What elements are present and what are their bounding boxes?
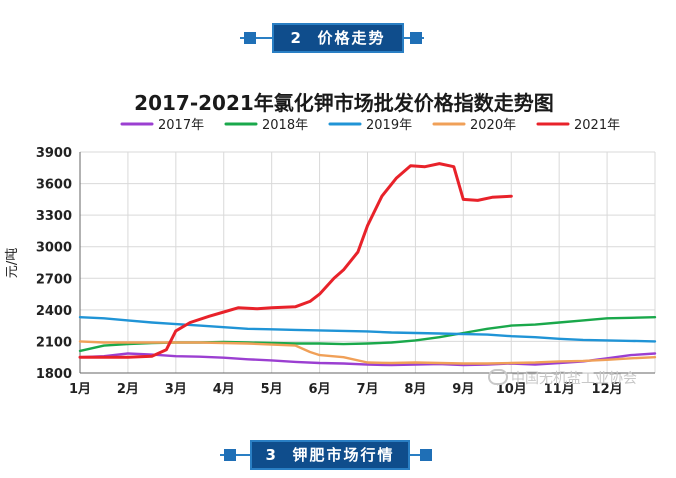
price-index-chart: 2017-2021年氯化钾市场批发价格指数走势图 2017年 2018年 2019年…	[0, 80, 676, 410]
banner-number: 3	[265, 446, 278, 464]
x-tick-label: 1月	[69, 382, 91, 397]
legend-label: 2017年	[158, 118, 204, 133]
watermark: 中国无机盐工业协会	[488, 368, 637, 388]
x-tick-label: 7月	[356, 382, 378, 397]
banner-number: 2	[290, 29, 303, 47]
section-banner-price-trend: 2 价格走势	[0, 23, 676, 53]
chart-legend: 2017年 2018年 2019年 2020年 2021年	[120, 118, 620, 133]
banner-box: 2 价格走势	[272, 23, 404, 53]
legend-label: 2018年	[262, 118, 308, 133]
series-line-2021年	[78, 162, 513, 359]
chart-title: 2017-2021年氯化钾市场批发价格指数走势图	[134, 91, 554, 115]
watermark-text: 中国无机盐工业协会	[511, 371, 637, 387]
series-line-2019年	[78, 315, 657, 343]
banner-label: 钾肥市场行情	[292, 446, 395, 464]
x-tick-label: 4月	[213, 382, 235, 397]
x-tick-label: 5月	[261, 382, 283, 397]
x-tick-label: 6月	[309, 382, 331, 397]
y-tick-label: 2100	[36, 335, 72, 350]
series-line-2017年	[78, 352, 657, 367]
y-tick-labels: 1800 2100 2400 2700 3000 3300 3600 3900	[36, 146, 72, 382]
banner-cap-right	[420, 449, 432, 461]
x-tick-labels: 1月 2月 3月 4月 5月 6月 7月 8月 9月 10月 11月 12月	[69, 382, 623, 397]
wechat-icon	[488, 369, 508, 385]
y-tick-label: 3000	[36, 241, 72, 256]
legend-label: 2020年	[470, 118, 516, 133]
y-tick-label: 3300	[36, 209, 72, 224]
banner-cap-left	[224, 449, 236, 461]
x-tick-label: 2月	[117, 382, 139, 397]
banner-box: 3 钾肥市场行情	[250, 440, 410, 470]
legend-label: 2021年	[574, 118, 620, 133]
y-tick-label: 3900	[36, 146, 72, 161]
chart-axes	[79, 152, 655, 374]
y-tick-label: 1800	[36, 367, 72, 382]
x-tick-label: 8月	[404, 382, 426, 397]
x-tick-label: 11月	[544, 382, 575, 397]
banner-rule-left	[220, 454, 254, 456]
section-banner-potash-market: 3 钾肥市场行情	[0, 440, 676, 470]
banner-cap-left	[244, 32, 256, 44]
banner-label: 价格走势	[317, 29, 386, 47]
legend-label: 2019年	[366, 118, 412, 133]
x-tick-label: 9月	[452, 382, 474, 397]
y-tick-label: 3600	[36, 178, 72, 193]
y-tick-label: 2700	[36, 272, 72, 287]
chart-svg: 2017-2021年氯化钾市场批发价格指数走势图 2017年 2018年 2019年…	[5, 91, 657, 397]
banner-cap-right	[410, 32, 422, 44]
y-tick-label: 2400	[36, 304, 72, 319]
y-axis-label: 元/吨	[5, 248, 20, 278]
x-tick-label: 3月	[165, 382, 187, 397]
x-tick-label: 12月	[592, 382, 623, 397]
chart-series	[78, 162, 657, 367]
banner-rule-left	[240, 37, 274, 39]
x-tick-label: 10月	[496, 382, 527, 397]
series-line-2020年	[78, 340, 657, 365]
